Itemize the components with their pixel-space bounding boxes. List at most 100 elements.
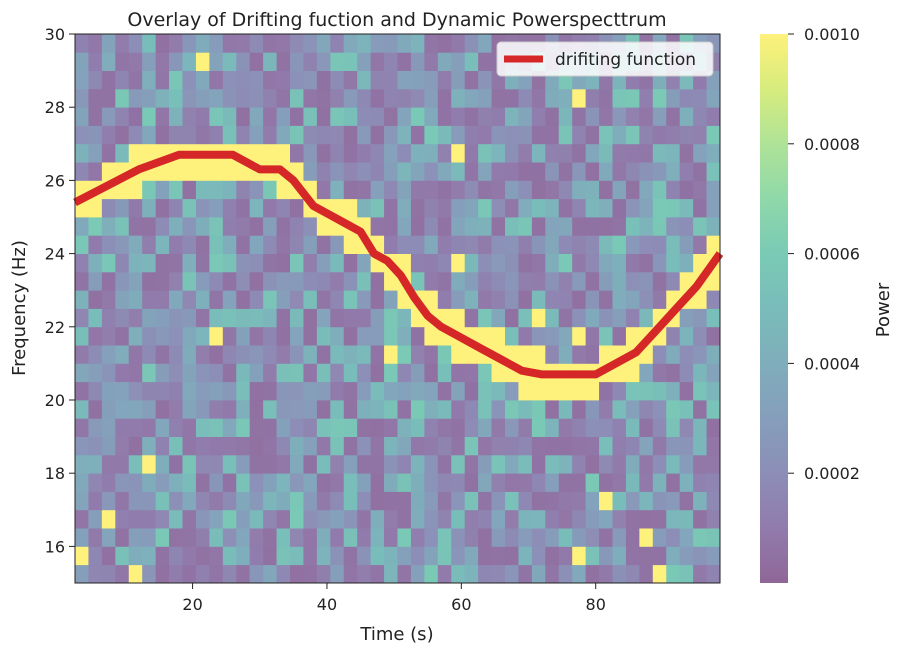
heatmap-cell: [612, 107, 627, 126]
heatmap-cell: [384, 381, 398, 401]
heatmap-cell: [169, 363, 183, 383]
heatmap-cell: [572, 125, 587, 145]
heatmap-cell: [263, 546, 277, 566]
heatmap-cell: [128, 125, 143, 145]
heatmap-cell: [397, 454, 412, 474]
heatmap-cell: [531, 528, 546, 547]
heatmap-cell: [128, 528, 143, 547]
heatmap-cell: [169, 52, 183, 71]
heatmap-cell: [75, 528, 89, 547]
heatmap-cell: [290, 143, 304, 163]
heatmap-cell: [330, 400, 345, 419]
heatmap-cell: [424, 528, 439, 547]
heatmap-cell: [572, 308, 587, 328]
heatmap-cell: [599, 400, 613, 419]
heatmap-cell: [128, 454, 143, 474]
heatmap-cell: [666, 546, 681, 566]
heatmap-cell: [518, 125, 533, 145]
drifting-function-line: [73, 150, 724, 379]
y-tick-label: 22: [45, 318, 65, 337]
heatmap-cell: [290, 546, 304, 566]
heatmap-cell: [666, 454, 681, 474]
heatmap-cell: [303, 326, 318, 346]
heatmap-cell: [101, 546, 116, 566]
heatmap-cell: [75, 436, 89, 456]
heatmap-cell: [451, 400, 466, 419]
heatmap-cell: [505, 418, 519, 437]
heatmap-cell: [142, 143, 157, 163]
heatmap-cell: [545, 326, 560, 346]
heatmap-cell: [451, 180, 466, 200]
heatmap-cell: [142, 217, 157, 236]
heatmap-cell: [357, 198, 372, 218]
heatmap-cell: [249, 107, 264, 126]
heatmap-cell: [357, 162, 372, 181]
heatmap-cell: [222, 400, 237, 419]
heatmap-cell: [128, 34, 143, 53]
heatmap-cell: [316, 235, 331, 254]
heatmap-cell: [101, 436, 116, 456]
heatmap-cell: [491, 180, 506, 200]
heatmap-cell: [693, 235, 707, 254]
heatmap-cell: [115, 70, 130, 90]
heatmap-cell: [101, 235, 116, 254]
x-tick-label: 20: [182, 595, 202, 614]
heatmap-cell: [397, 363, 412, 383]
heatmap-cell: [357, 271, 372, 291]
heatmap-cell: [397, 107, 412, 126]
heatmap-cell: [652, 363, 667, 383]
heatmap-cell: [625, 143, 640, 163]
heatmap-cell: [585, 88, 600, 108]
heatmap-cell: [491, 564, 506, 584]
heatmap-cell: [639, 107, 654, 126]
heatmap-cell: [505, 235, 519, 254]
heatmap-cell: [518, 436, 533, 456]
heatmap-cell: [518, 454, 533, 474]
heatmap-cell: [276, 217, 291, 236]
heatmap-cell: [612, 253, 627, 273]
heatmap-cell: [209, 308, 224, 328]
heatmap-cell: [169, 528, 183, 547]
heatmap-cell: [706, 290, 721, 309]
heatmap-cell: [249, 88, 264, 108]
heatmap-cell: [169, 125, 183, 145]
heatmap-cell: [142, 454, 157, 474]
heatmap-cell: [478, 436, 492, 456]
heatmap-cell: [612, 88, 627, 108]
heatmap-cell: [478, 88, 492, 108]
heatmap-cell: [222, 473, 237, 492]
legend-label: drifiting function: [555, 50, 696, 70]
heatmap-cell: [249, 198, 264, 218]
heatmap-cell: [290, 271, 304, 291]
heatmap-cell: [612, 381, 627, 401]
heatmap-cell: [693, 162, 707, 181]
heatmap-cell: [612, 217, 627, 236]
heatmap-cell: [236, 308, 251, 328]
heatmap-cell: [75, 217, 89, 236]
heatmap-cell: [585, 290, 600, 309]
heatmap-cell: [437, 198, 452, 218]
heatmap-cell: [505, 290, 519, 309]
heatmap-cell: [666, 491, 681, 511]
heatmap-cell: [88, 70, 103, 90]
heatmap-cell: [195, 271, 210, 291]
heatmap-cell: [505, 400, 519, 419]
heatmap-cell: [706, 217, 721, 236]
heatmap-cell: [652, 180, 667, 200]
heatmap-cell: [316, 381, 331, 401]
heatmap-cell: [357, 180, 372, 200]
heatmap-cell: [612, 454, 627, 474]
heatmap-cell: [88, 345, 103, 364]
heatmap-cell: [303, 253, 318, 273]
heatmap-cell: [410, 454, 425, 474]
heatmap-cell: [155, 436, 170, 456]
heatmap-cell: [599, 418, 613, 437]
heatmap-cell: [451, 290, 466, 309]
heatmap-cell: [370, 381, 385, 401]
heatmap-cell: [290, 528, 304, 547]
heatmap-cell: [410, 509, 425, 529]
heatmap-cell: [101, 290, 116, 309]
heatmap-cell: [303, 290, 318, 309]
heatmap-cell: [424, 436, 439, 456]
heatmap-cell: [424, 418, 439, 437]
